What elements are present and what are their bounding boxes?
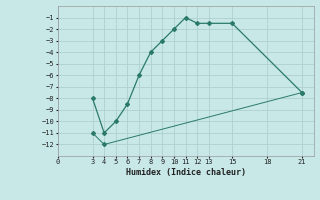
X-axis label: Humidex (Indice chaleur): Humidex (Indice chaleur)	[125, 168, 246, 177]
